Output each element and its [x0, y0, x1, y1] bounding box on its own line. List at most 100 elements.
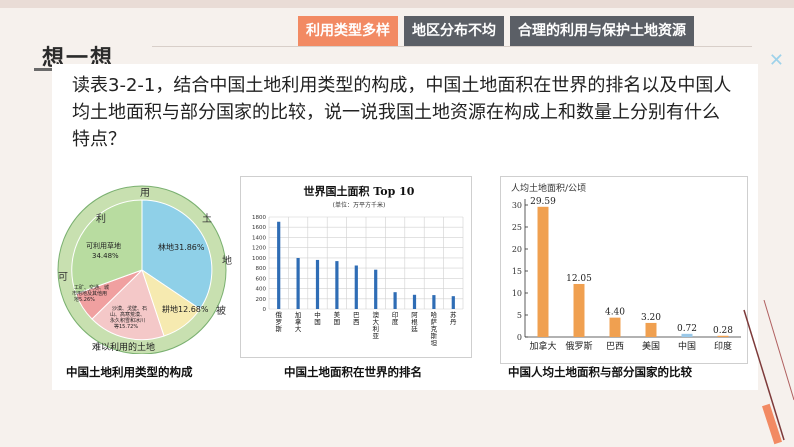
chart2-bar-2	[315, 259, 320, 309]
chart3-value-3: 3.20	[641, 313, 661, 323]
chart2-bar-9	[451, 296, 455, 309]
chart3-xlabel-2: 巴西	[606, 341, 624, 352]
label-grassland: 可利用草地 34.48%	[86, 241, 123, 260]
chart3-y-ticks: 0 5 10 15 20 25 30	[512, 201, 528, 342]
chart2-y-ticks: 0 200 400 600 800 1000 1200 1400 1600 1800	[252, 215, 267, 313]
chart3-bars	[537, 206, 729, 337]
tab-land-use-types[interactable]: 利用类型多样	[298, 16, 398, 46]
chart2-bar-7	[412, 294, 417, 309]
chart2-xlabel-5: 澳大利亚	[372, 310, 379, 340]
chart2-subtitle: (单位：万平方千米)	[333, 201, 386, 209]
chart2-title: 世界国土面积 Top 10	[304, 184, 415, 198]
chart3-bar-3	[645, 322, 657, 337]
chart3-value-4: 0.72	[677, 324, 697, 334]
label-forest: 林地31.86%	[158, 242, 205, 252]
label-bottom-ring: 难以利用的土地	[92, 341, 155, 353]
land-use-pie-svg: 利 用 土 地 可 被 可利用草地 34.48% 林地31.86% 耕地12.6…	[57, 185, 232, 355]
label-grassland-line2: 34.48%	[92, 252, 119, 260]
land-use-pie-figure: 利 用 土 地 可 被 可利用草地 34.48% 林地31.86% 耕地12.6…	[52, 184, 237, 355]
chart2-grid	[268, 216, 464, 310]
pie-slice-forest	[141, 199, 213, 310]
world-area-figure: 世界国土面积 Top 10 (单位：万平方千米) 0 200 400 600 800 10…	[240, 176, 472, 358]
chart2-bar-3	[335, 261, 339, 309]
chart2-ytick-3: 600	[256, 276, 267, 282]
chart2-bar-6	[393, 292, 397, 309]
chart2-bar-5	[374, 269, 378, 309]
figure2-caption: 中国土地面积在世界的排名	[284, 365, 422, 379]
chart3-bar-2	[609, 317, 621, 337]
chart2-xlabel-4: 巴西	[353, 311, 360, 326]
chart3-ytick-1: 5	[517, 311, 522, 320]
chart2-bar-0	[277, 221, 281, 309]
chart3-bar-5	[717, 335, 729, 337]
bottom-right-decoration	[743, 300, 794, 445]
figure3-caption: 中国人均土地面积与部分国家的比较	[508, 365, 692, 379]
chart3-bar-0	[537, 206, 549, 337]
ring-char-2: 用	[140, 188, 150, 199]
label-unused: 沙漠、戈壁、石 山、高寒荒漠、 永久积雪和冰川 等15.72%	[110, 305, 149, 330]
chart2-ytick-4: 800	[256, 266, 267, 272]
chart3-ytick-3: 15	[512, 267, 522, 276]
per-capita-figure: 人均土地面积/公顷 0 5 10 15 20 25 30 29.59 12.05 4.40 3.2…	[500, 176, 748, 364]
chart2-xlabel-7: 阿根廷	[411, 310, 418, 333]
ring-char-1: 利	[96, 213, 106, 225]
chart3-xlabel-4: 中国	[678, 340, 696, 352]
chart3-ytick-6: 30	[512, 201, 522, 210]
chart3-ytick-4: 20	[512, 245, 522, 254]
chart3-value-1: 12.05	[566, 274, 592, 284]
question-text: 读表3-2-1，结合中国土地利用类型的构成，中国土地面积在世界的排名以及中国人均…	[72, 75, 732, 150]
chart3-x-labels: 加拿大 俄罗斯 巴西 美国 中国 印度	[529, 340, 732, 352]
tab-rational-use[interactable]: 合理的利用与保护土地资源	[510, 16, 694, 46]
chart2-ytick-1: 200	[256, 297, 267, 303]
pie-slice-unused	[91, 269, 165, 341]
chart2-ytick-9: 1800	[252, 215, 266, 221]
deco-pencil-line-1	[743, 309, 785, 441]
chart3-xlabel-3: 美国	[642, 340, 660, 352]
ring-char-right: 被	[216, 304, 226, 317]
chart3-xlabel-5: 印度	[714, 340, 732, 352]
label-other-used: 工矿、交通、城 市用地及其他用 地5.26%	[72, 284, 111, 303]
chart2-ytick-5: 1000	[252, 256, 266, 262]
chart2-ytick-0: 0	[263, 307, 267, 313]
label-grassland-line1: 可利用草地	[86, 241, 121, 250]
figure1-caption: 中国土地利用类型的构成	[66, 365, 193, 379]
chart2-ytick-7: 1400	[252, 235, 266, 241]
chart2-xlabel-2: 中国	[314, 310, 321, 326]
chart2-ytick-2: 400	[256, 287, 267, 293]
chart2-ytick-6: 1200	[252, 246, 266, 252]
chart2-xlabel-6: 印度	[392, 311, 399, 326]
chart3-value-labels: 29.59 12.05 4.40 3.20 0.72 0.28	[530, 197, 733, 336]
chart2-xlabel-3: 美国	[334, 310, 341, 326]
chart3-xlabel-0: 加拿大	[529, 340, 556, 352]
chart2-xlabel-9: 苏丹	[450, 310, 457, 326]
deco-pencil-line-2	[763, 300, 794, 401]
top-decor-bar	[0, 0, 794, 8]
chart3-value-2: 4.40	[605, 308, 625, 318]
chart3-ytick-2: 10	[512, 289, 522, 298]
chart2-bar-1	[296, 257, 300, 309]
chart3-value-0: 29.59	[530, 197, 556, 207]
ring-char-4: 地	[222, 254, 232, 267]
chart2-xlabel-1: 加拿大	[295, 310, 302, 333]
close-icon: ✕	[768, 50, 784, 71]
pie-slice-grassland	[71, 199, 143, 295]
tab-uneven-distribution[interactable]: 地区分布不均	[404, 16, 504, 46]
chart3-bar-4	[681, 333, 693, 337]
chart2-bars	[277, 221, 455, 309]
ring-char-left: 可	[58, 272, 68, 283]
chart2-bar-8	[432, 295, 436, 309]
chart3-value-5: 0.28	[713, 326, 733, 336]
title-divider	[152, 46, 752, 47]
chart2-bar-4	[354, 265, 358, 309]
chart2-xlabel-8: 哈萨克斯坦	[431, 310, 438, 347]
chart2-ytick-8: 1600	[252, 225, 266, 231]
deco-pencil	[762, 403, 782, 445]
per-capita-chart: 人均土地面积/公顷 0 5 10 15 20 25 30 29.59 12.05 4.40 3.2…	[511, 182, 741, 352]
ring-char-3: 土	[202, 212, 212, 225]
label-farmland: 耕地12.68%	[162, 304, 209, 314]
content-panel: 读表3-2-1，结合中国土地利用类型的构成，中国土地面积在世界的排名以及中国人均…	[52, 64, 758, 390]
chart3-ytick-0: 0	[517, 333, 522, 342]
chart2-xlabel-0: 俄罗斯	[275, 310, 282, 333]
